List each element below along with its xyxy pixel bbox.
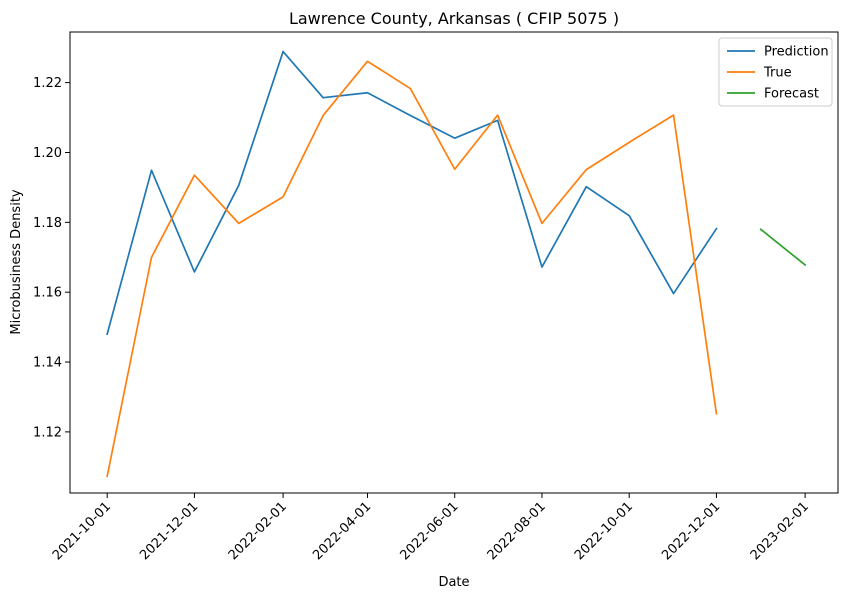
y-axis-title: Microbusiness Density [9,189,24,335]
y-tick-label: 1.18 [33,216,62,231]
y-tick-label: 1.22 [33,76,62,91]
y-tick-label: 1.20 [33,146,62,161]
series-line-forecast [759,228,807,267]
legend-label-prediction: Prediction [764,45,829,60]
series-group [106,50,807,478]
y-tick-label: 1.16 [33,286,62,301]
x-axis-title: Date [438,575,469,590]
legend-box [718,37,833,107]
chart-title: Lawrence County, Arkansas ( CFIP 5075 ) [289,9,619,28]
legend: Prediction True Forecast [718,37,833,107]
y-tick-label: 1.14 [33,356,62,371]
y-axis: 1.12 1.14 1.16 1.18 1.20 1.22 [33,76,70,440]
legend-label-forecast: Forecast [764,87,819,102]
y-tick-label: 1.12 [33,425,62,440]
plot-frame [69,31,839,494]
legend-label-true: True [763,66,792,81]
series-line-true [106,60,718,478]
series-line-prediction [106,50,718,336]
